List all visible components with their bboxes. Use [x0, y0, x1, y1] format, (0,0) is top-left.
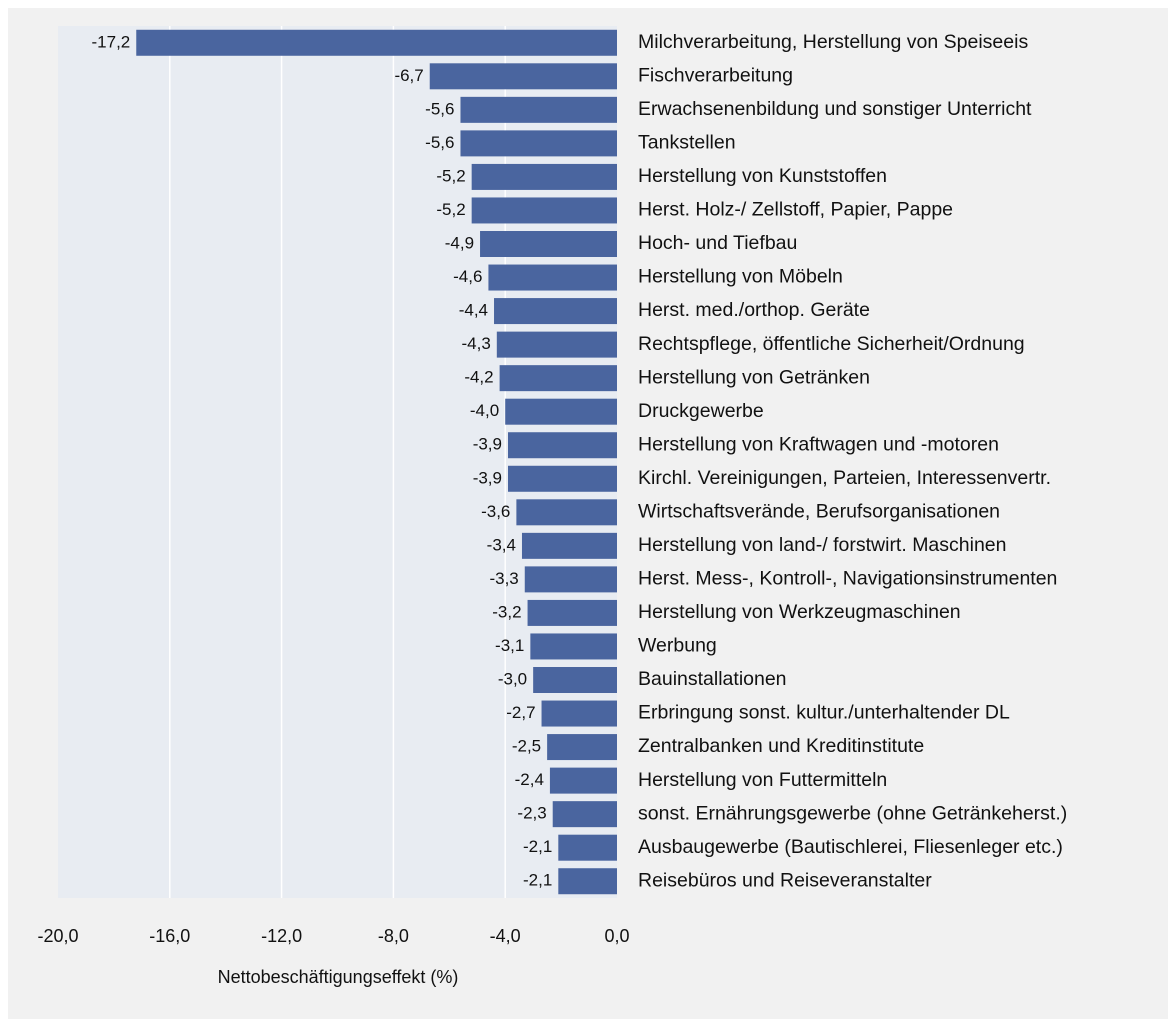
x-tick-label: -16,0 — [149, 926, 190, 946]
category-label: Wirtschaftsverände, Berufsorganisationen — [638, 500, 1000, 522]
bar — [552, 801, 617, 828]
category-label: Herstellung von Kraftwagen und -motoren — [638, 433, 999, 455]
value-label: -6,7 — [394, 66, 423, 85]
category-label: Rechtspflege, öffentliche Sicherheit/Ord… — [638, 333, 1025, 355]
x-tick-label: -8,0 — [378, 926, 409, 946]
value-label: -2,3 — [517, 804, 546, 823]
x-tick-label: -20,0 — [37, 926, 78, 946]
value-label: -4,2 — [464, 368, 493, 387]
x-tick-label: 0,0 — [604, 926, 629, 946]
bar — [471, 197, 617, 224]
bar — [527, 599, 617, 626]
category-label: Kirchl. Vereinigungen, Parteien, Interes… — [638, 467, 1051, 489]
value-label: -5,6 — [425, 99, 454, 118]
bar — [516, 499, 617, 526]
value-label: -3,1 — [495, 636, 524, 655]
x-tick-label: -4,0 — [490, 926, 521, 946]
category-label: Bauinstallationen — [638, 668, 787, 690]
value-label: -3,2 — [492, 602, 521, 621]
value-label: -2,5 — [512, 737, 541, 756]
category-label: Druckgewerbe — [638, 400, 764, 422]
plot-area — [58, 26, 617, 898]
bar — [429, 63, 617, 90]
category-label: Herst. Mess-, Kontroll-, Navigationsinst… — [638, 568, 1057, 590]
value-label: -3,6 — [481, 502, 510, 521]
value-label: -2,7 — [506, 703, 535, 722]
category-label: Herstellung von Werkzeugmaschinen — [638, 601, 961, 623]
value-label: -3,4 — [487, 535, 516, 554]
bar — [505, 398, 617, 425]
bar — [521, 532, 617, 559]
category-label: Werbung — [638, 635, 717, 657]
category-label: Herst. Holz-/ Zellstoff, Papier, Pappe — [638, 199, 953, 221]
bar — [507, 432, 617, 459]
bar — [547, 734, 617, 761]
bar — [558, 868, 617, 895]
value-label: -4,4 — [459, 301, 488, 320]
bar — [460, 130, 617, 157]
category-label: Herst. med./orthop. Geräte — [638, 299, 870, 321]
category-label: Herstellung von Futtermitteln — [638, 769, 887, 791]
bar — [488, 264, 617, 291]
category-label: Erwachsenenbildung und sonstiger Unterri… — [638, 98, 1032, 120]
category-label: Erbringung sonst. kultur./unterhaltender… — [638, 702, 1010, 724]
value-label: -3,9 — [473, 435, 502, 454]
bar — [480, 231, 617, 257]
value-label: -5,6 — [425, 133, 454, 152]
value-label: -17,2 — [92, 32, 131, 51]
value-label: -5,2 — [436, 200, 465, 219]
category-label: Herstellung von Möbeln — [638, 266, 843, 288]
bar — [541, 700, 617, 727]
value-label: -4,0 — [470, 401, 499, 420]
bar — [496, 331, 617, 358]
category-label: Herstellung von Kunststoffen — [638, 165, 887, 187]
category-label: Ausbaugewerbe (Bautischlerei, Fliesenleg… — [638, 836, 1063, 858]
bar — [136, 29, 617, 56]
value-label: -2,1 — [523, 837, 552, 856]
value-label: -2,4 — [515, 770, 544, 789]
bar — [460, 96, 617, 123]
category-label: Tankstellen — [638, 132, 736, 154]
value-label: -3,9 — [473, 468, 502, 487]
category-label: Hoch- und Tiefbau — [638, 232, 797, 254]
value-label: -5,2 — [436, 166, 465, 185]
bar — [471, 163, 617, 190]
value-label: -3,0 — [498, 669, 527, 688]
category-label: Herstellung von Getränken — [638, 366, 870, 388]
value-label: -4,9 — [445, 233, 474, 252]
bar — [524, 566, 617, 593]
bar — [530, 633, 617, 660]
value-label: -3,3 — [489, 569, 518, 588]
category-label: Reisebüros und Reiseveranstalter — [638, 869, 932, 891]
bar — [558, 834, 617, 861]
x-axis-label: Nettobeschäftigungseffekt (%) — [218, 967, 459, 987]
category-label: Herstellung von land-/ forstwirt. Maschi… — [638, 534, 1007, 556]
x-tick-label: -12,0 — [261, 926, 302, 946]
category-label: Milchverarbeitung, Herstellung von Speis… — [638, 31, 1028, 53]
category-label: Fischverarbeitung — [638, 64, 793, 86]
bar — [549, 767, 617, 794]
category-label: sonst. Ernährungsgewerbe (ohne Getränkeh… — [638, 802, 1067, 824]
value-label: -4,6 — [453, 267, 482, 286]
bar — [494, 298, 617, 325]
bar — [499, 365, 617, 392]
bar — [507, 465, 617, 492]
value-label: -2,1 — [523, 871, 552, 890]
value-label: -4,3 — [462, 334, 491, 353]
bar — [533, 667, 617, 693]
category-label: Zentralbanken und Kreditinstitute — [638, 735, 924, 757]
